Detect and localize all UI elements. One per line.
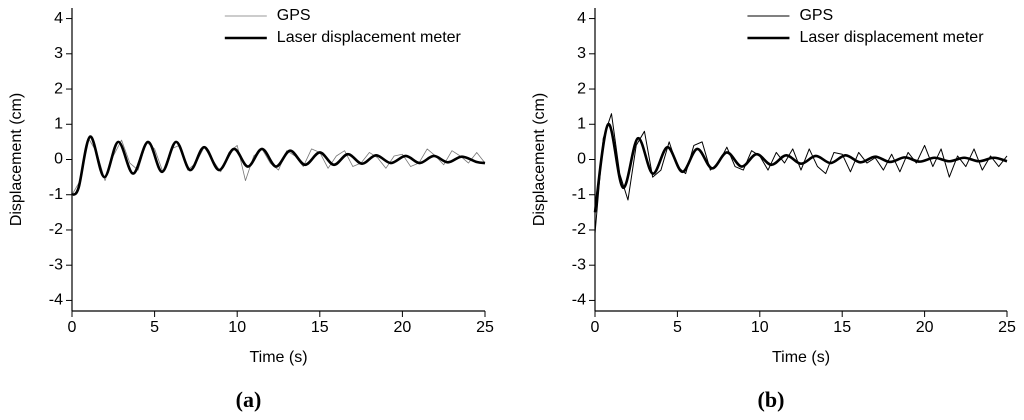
x-tick-label: 20 — [916, 319, 934, 336]
legend-label: GPS — [799, 7, 833, 24]
y-tick-label: 0 — [577, 151, 586, 168]
y-tick-label: 2 — [54, 80, 63, 97]
y-axis-label: Displacement (cm) — [531, 93, 548, 226]
y-tick-label: 3 — [54, 45, 63, 62]
x-axis-label: Time (s) — [772, 349, 830, 366]
y-tick-label: -2 — [49, 221, 63, 238]
data-line — [71, 135, 486, 196]
x-tick-label: 25 — [476, 319, 494, 336]
panel-label: (b) — [758, 387, 785, 412]
y-tick-label: -4 — [572, 292, 586, 309]
y-tick-label: -2 — [572, 221, 586, 238]
y-tick-label: -3 — [572, 256, 586, 273]
x-tick-label: 0 — [591, 319, 600, 336]
x-axis-label: Time (s) — [249, 349, 307, 366]
data-line — [594, 113, 1008, 234]
x-tick-label: 25 — [998, 319, 1016, 336]
y-tick-label: 4 — [54, 10, 63, 27]
data-line — [593, 122, 1008, 213]
y-tick-label: 4 — [577, 10, 586, 27]
y-tick-label: 0 — [54, 151, 63, 168]
legend-label: GPS — [277, 7, 311, 24]
x-tick-label: 5 — [150, 319, 159, 336]
y-tick-label: 2 — [577, 80, 586, 97]
x-tick-label: 10 — [228, 319, 246, 336]
y-tick-label: -3 — [49, 256, 63, 273]
x-tick-label: 20 — [394, 319, 412, 336]
y-tick-label: -1 — [49, 186, 63, 203]
y-tick-label: 1 — [577, 115, 586, 132]
legend-label: Laser displacement meter — [799, 29, 984, 46]
x-tick-label: 15 — [311, 319, 329, 336]
x-tick-label: 15 — [833, 319, 851, 336]
y-tick-label: -1 — [572, 186, 586, 203]
panel-label: (a) — [236, 387, 262, 412]
y-axis-label: Displacement (cm) — [8, 93, 25, 226]
y-tick-label: 1 — [54, 115, 63, 132]
y-tick-label: 3 — [577, 45, 586, 62]
x-tick-label: 5 — [673, 319, 682, 336]
y-tick-label: -4 — [49, 292, 63, 309]
x-tick-label: 0 — [68, 319, 77, 336]
x-tick-label: 10 — [751, 319, 769, 336]
legend-label: Laser displacement meter — [277, 29, 462, 46]
